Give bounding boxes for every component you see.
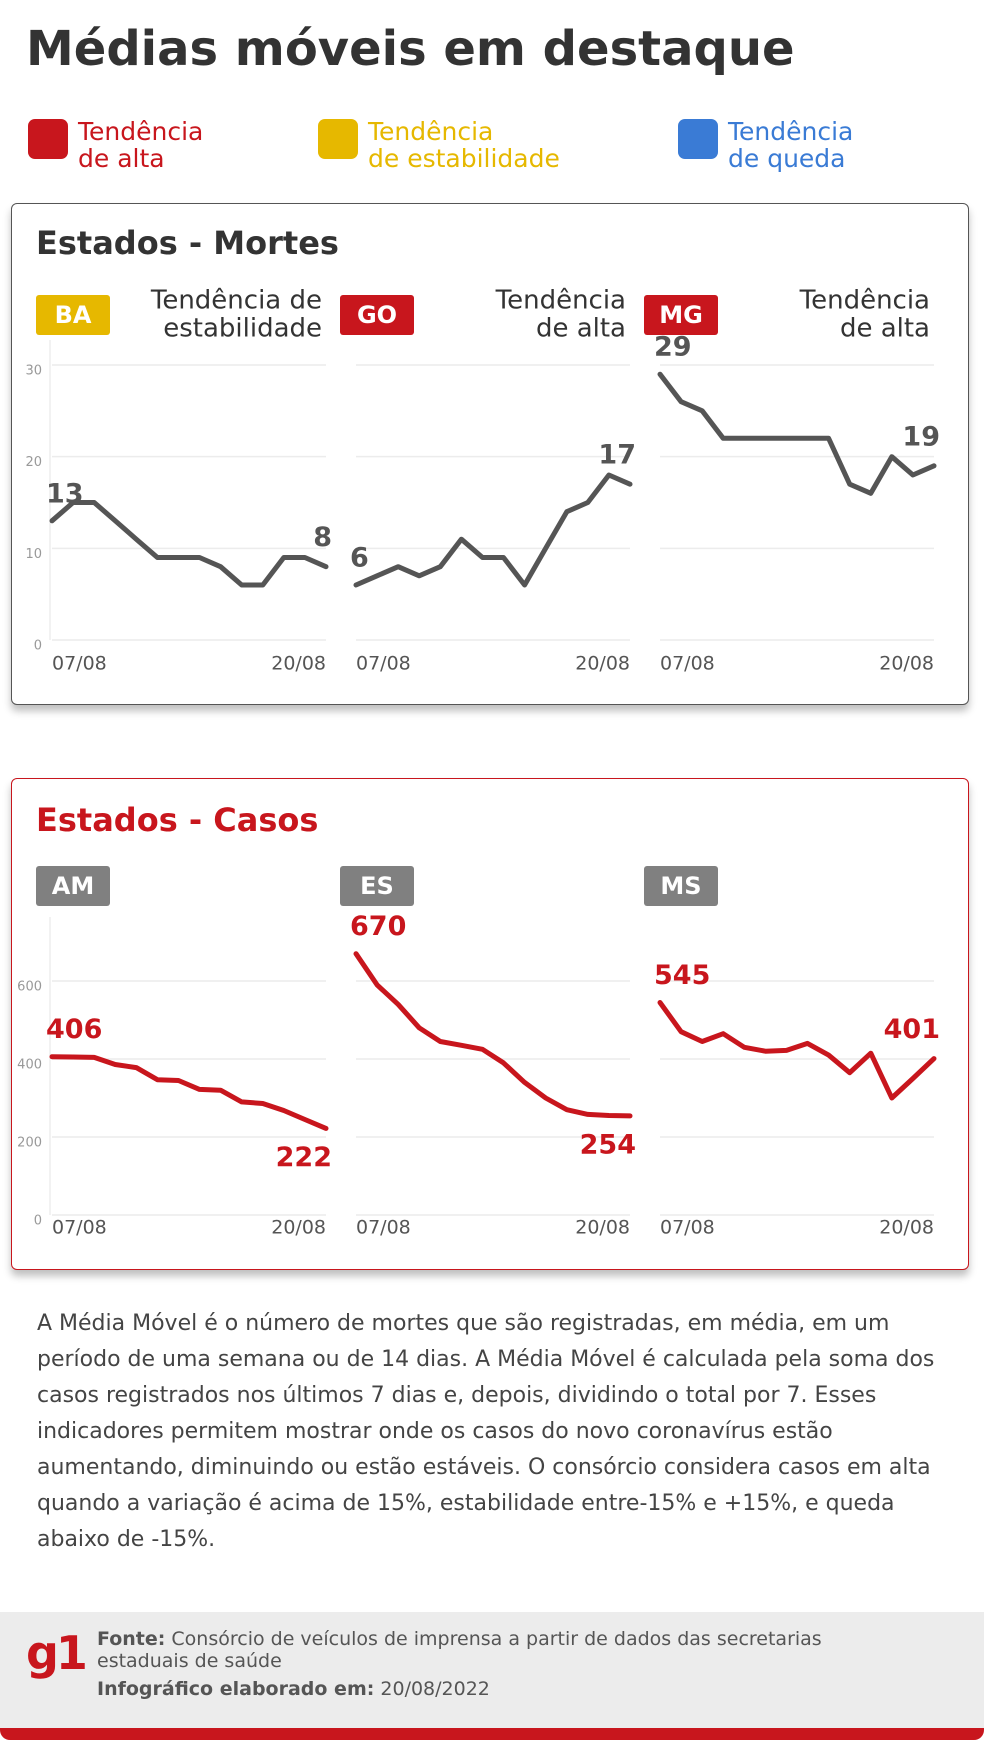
y-tick-label: 200 bbox=[17, 1136, 42, 1151]
title: Médias móveis em destaque bbox=[26, 21, 795, 77]
x-tick-label: 20/08 bbox=[879, 653, 934, 675]
x-tick-label: 07/08 bbox=[660, 653, 715, 675]
line bbox=[49, 500, 329, 588]
trend-label: Tendência bbox=[495, 286, 626, 316]
y-tick-label: 30 bbox=[25, 364, 42, 379]
trend-label: de alta bbox=[536, 314, 626, 344]
x-tick-label: 07/08 bbox=[52, 653, 107, 675]
line bbox=[49, 1054, 329, 1131]
trend-label: de alta bbox=[840, 314, 930, 344]
data-label: 6 bbox=[350, 543, 369, 574]
data-label: 17 bbox=[598, 440, 636, 471]
state-label: GO bbox=[357, 301, 397, 329]
state-badge bbox=[644, 866, 718, 906]
y-tick-label: 10 bbox=[25, 547, 42, 562]
state-badge bbox=[340, 866, 414, 906]
line bbox=[353, 951, 633, 1119]
state-label: MS bbox=[660, 872, 701, 900]
logo: g1 bbox=[26, 1626, 88, 1680]
x-tick-label: 20/08 bbox=[575, 1217, 630, 1239]
x-tick-label: 07/08 bbox=[356, 1217, 411, 1239]
state-badge bbox=[36, 295, 110, 335]
state-badge bbox=[36, 866, 110, 906]
data-label: 8 bbox=[313, 522, 332, 553]
footer: g1 Fonte: Consórcio de veículos de impre… bbox=[0, 1612, 984, 1740]
x-tick-label: 20/08 bbox=[879, 1217, 934, 1239]
state-label: ES bbox=[360, 872, 394, 900]
legend-label: de alta bbox=[78, 144, 165, 173]
y-tick-label: 400 bbox=[17, 1058, 42, 1073]
trend-label: Tendência bbox=[799, 286, 930, 316]
footer-text: Fonte: Consórcio de veículos de imprensa… bbox=[97, 1628, 917, 1700]
legend-swatch bbox=[28, 119, 68, 159]
date: 20/08/2022 bbox=[380, 1678, 490, 1700]
source-label: Fonte: bbox=[97, 1628, 166, 1650]
state-label: MG bbox=[659, 301, 703, 329]
y-tick-label: 0 bbox=[34, 639, 42, 654]
legend-label: Tendência bbox=[727, 117, 853, 146]
state-badge bbox=[644, 295, 718, 335]
x-tick-label: 07/08 bbox=[52, 1217, 107, 1239]
x-tick-label: 07/08 bbox=[660, 1217, 715, 1239]
paragraph: A Média Móvel é o número de mortes que s… bbox=[37, 1311, 935, 1552]
data-label: 13 bbox=[46, 478, 84, 509]
cases-box bbox=[11, 778, 969, 1270]
state-label: AM bbox=[52, 872, 94, 900]
date-label: Infográfico elaborado em: bbox=[97, 1678, 375, 1700]
state-label: BA bbox=[55, 301, 92, 329]
deaths-box bbox=[11, 203, 969, 705]
data-label: 19 bbox=[902, 421, 940, 452]
legend-label: Tendência bbox=[77, 117, 203, 146]
trend-label: estabilidade bbox=[163, 314, 322, 344]
x-tick-label: 20/08 bbox=[271, 1217, 326, 1239]
data-label: 254 bbox=[580, 1129, 636, 1160]
state-badge bbox=[340, 295, 414, 335]
legend-swatch bbox=[678, 119, 718, 159]
x-tick-label: 07/08 bbox=[356, 653, 411, 675]
legend-label: Tendência bbox=[367, 117, 493, 146]
x-tick-label: 20/08 bbox=[271, 653, 326, 675]
y-tick-label: 20 bbox=[25, 455, 42, 470]
section-title: Estados - Mortes bbox=[36, 224, 339, 262]
y-tick-label: 0 bbox=[34, 1214, 42, 1229]
line bbox=[353, 472, 633, 588]
source: Consórcio de veículos de imprensa a part… bbox=[97, 1628, 822, 1672]
section-title: Estados - Casos bbox=[36, 801, 318, 839]
legend-label: de queda bbox=[728, 144, 845, 173]
data-label: 670 bbox=[350, 911, 406, 942]
data-label: 29 bbox=[654, 332, 692, 363]
line bbox=[657, 1000, 937, 1101]
legend-swatch bbox=[318, 119, 358, 159]
data-label: 406 bbox=[46, 1014, 102, 1045]
y-tick-label: 600 bbox=[17, 980, 42, 995]
x-tick-label: 20/08 bbox=[575, 653, 630, 675]
data-label: 545 bbox=[654, 960, 710, 991]
legend-label: de estabilidade bbox=[368, 144, 560, 173]
data-label: 401 bbox=[884, 1014, 940, 1045]
line bbox=[657, 371, 937, 496]
trend-label: Tendência de bbox=[150, 286, 322, 316]
data-label: 222 bbox=[276, 1142, 332, 1173]
